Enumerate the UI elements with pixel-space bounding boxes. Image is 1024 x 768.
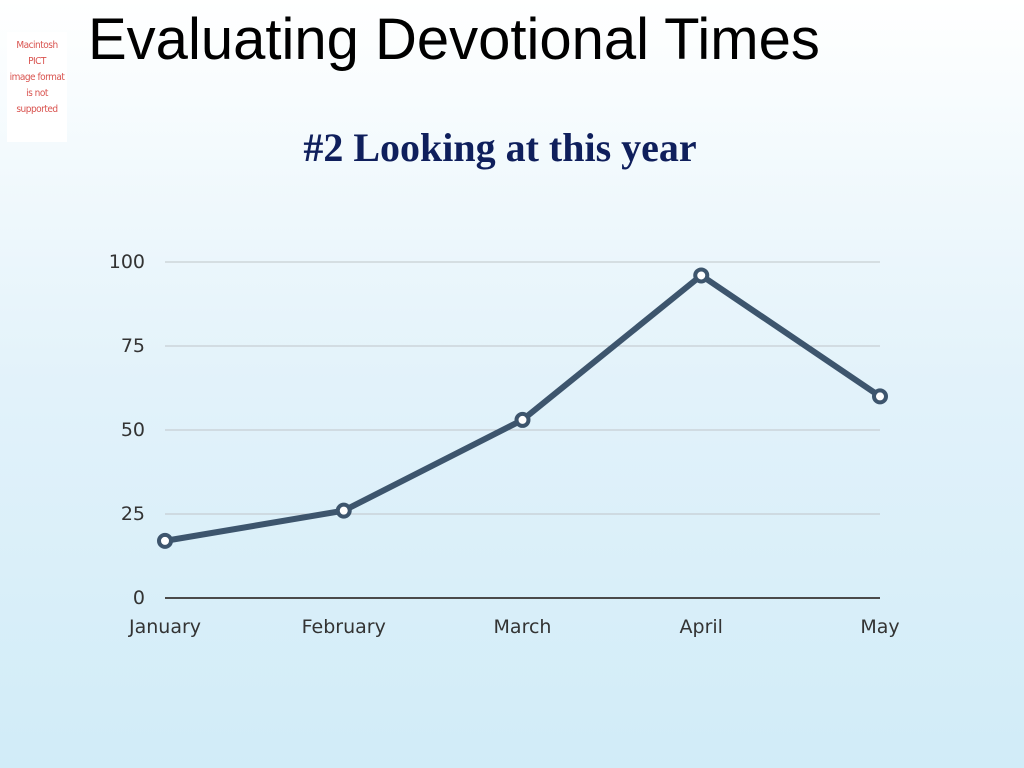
slide-subtitle: #2 Looking at this year [303, 125, 697, 170]
data-point-marker [693, 267, 710, 284]
data-point-marker [335, 502, 352, 519]
x-tick-label: April [680, 616, 723, 638]
gridlines [165, 261, 880, 599]
y-tick-label: 50 [121, 419, 145, 441]
data-point-marker [872, 388, 888, 405]
y-tick-label: 100 [109, 251, 145, 273]
series-group [157, 267, 888, 549]
x-axis-tick-labels: January February March April May [128, 616, 900, 638]
slide-title: Evaluating Devotional Times [88, 7, 820, 72]
y-tick-label: 0 [133, 587, 145, 609]
x-tick-label: March [494, 616, 552, 638]
series-line [162, 272, 883, 544]
x-tick-label: February [302, 616, 386, 638]
x-tick-label: May [860, 616, 899, 638]
y-axis-tick-labels: 0 25 50 75 100 [109, 251, 145, 609]
data-point-marker [514, 411, 531, 428]
y-tick-label: 25 [121, 503, 145, 525]
unsupported-image-placeholder: Macintosh PICT image format is not suppo… [7, 32, 67, 142]
data-point-marker [157, 532, 173, 549]
x-tick-label: January [128, 616, 201, 638]
y-tick-label: 75 [121, 335, 145, 357]
